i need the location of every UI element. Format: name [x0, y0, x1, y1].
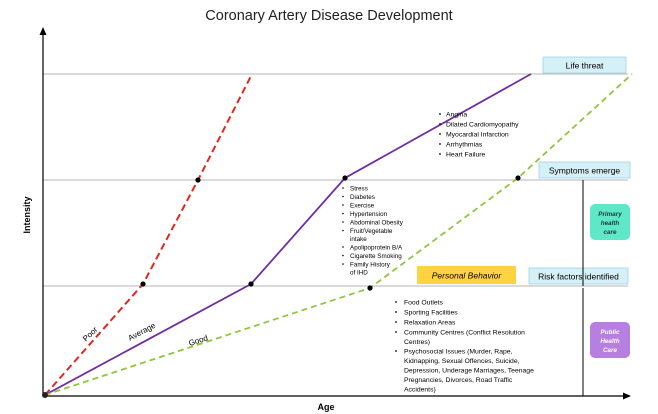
origin-point: [42, 392, 48, 398]
threshold-box-life-threat: [542, 56, 627, 74]
trajectory-label-average: Average: [127, 321, 158, 343]
public-care-line: Care: [603, 347, 617, 354]
point-average-symptoms: [342, 175, 348, 181]
public-care-badge: [590, 322, 630, 358]
trajectory-line-good: [44, 73, 633, 396]
primary-care-badge: [590, 204, 630, 240]
risk-factor-item: intake: [350, 236, 367, 243]
trajectory-line-average: [44, 73, 532, 396]
risk-factor-item: Diabetes: [350, 194, 375, 201]
community-item: Sporting Facilities: [404, 310, 458, 317]
risk-factor-item: Stress: [350, 186, 368, 193]
diagram-title: Coronary Artery Disease Development: [205, 8, 452, 24]
symptom-item: Angina: [446, 112, 467, 119]
y-axis-label: Intensity: [22, 196, 32, 233]
risk-factor-item: Exercise: [350, 203, 375, 210]
risk-factor-item: of IHD: [350, 270, 368, 277]
symptom-item: Arrhythmias: [446, 142, 483, 149]
point-poor-symptoms: [195, 177, 201, 183]
public-care-line: Public: [601, 329, 620, 336]
personal-behavior-label: Personal Behavior: [432, 271, 503, 281]
risk-factor-item: Apolipoprotein B/A: [350, 245, 403, 252]
risk-factor-item: Fruit/Vegetable: [350, 228, 393, 235]
x-axis-arrow: [623, 392, 631, 400]
threshold-label-symptoms: Symptoms emerge: [549, 166, 621, 176]
community-item: Relaxation Areas: [404, 320, 456, 327]
point-good-symptoms: [515, 175, 521, 181]
public-care-line: Health: [600, 338, 619, 345]
threshold-box-risk: [528, 267, 629, 285]
community-item: Community Centres (Conflict Resolution: [404, 330, 525, 337]
symptoms-list: Angina Dilated Cardiomyopathy Myocardial…: [439, 112, 519, 159]
risk-factor-item: Cigarette Smoking: [350, 253, 402, 260]
risk-factor-item: Abdominal Obesity: [350, 220, 404, 227]
trajectory-label-good: Good: [188, 333, 209, 348]
personal-behavior-box: [417, 266, 516, 284]
community-item: Pregnancies, Divorces, Road Traffic: [404, 377, 513, 384]
point-average-risk: [248, 281, 254, 287]
risk-factors-list: Stress Diabetes Exercise Hypertension Ab…: [342, 186, 404, 277]
community-item: Psychosocial Issues (Murder, Rape,: [404, 349, 513, 356]
primary-care-line: Primary: [598, 211, 622, 218]
point-good-risk: [367, 285, 373, 291]
community-item: Centres): [404, 339, 430, 346]
risk-factor-item: Family History: [350, 262, 391, 269]
trajectory-line-poor: [44, 73, 253, 396]
community-item: Kidnapping, Sexual Offences, Suicide,: [404, 358, 520, 365]
community-item: Accidents): [404, 387, 436, 394]
primary-care-line: care: [604, 229, 617, 236]
community-item: Depression, Underage Marriages, Teenage: [404, 368, 534, 375]
community-item: Food Outlets: [404, 300, 444, 307]
risk-factor-item: Hypertension: [350, 211, 388, 218]
symptom-item: Dilated Cardiomyopathy: [446, 122, 519, 129]
symptom-item: Myocardial Infarction: [446, 132, 509, 139]
threshold-label-risk: Risk factors identified: [538, 272, 619, 282]
threshold-box-symptoms: [538, 161, 631, 179]
symptom-item: Heart Failure: [446, 152, 486, 159]
x-axis-label: Age: [317, 402, 334, 412]
trajectory-label-poor: Poor: [81, 325, 100, 343]
community-list: Food Outlets Sporting Facilities Relaxat…: [395, 300, 534, 394]
y-axis-arrow: [39, 27, 47, 35]
point-poor-risk: [140, 281, 146, 287]
primary-care-line: health: [601, 220, 620, 227]
threshold-label-life-threat: Life threat: [566, 61, 604, 71]
